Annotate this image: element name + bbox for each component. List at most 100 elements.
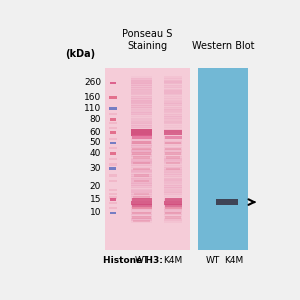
Bar xyxy=(164,203,182,206)
Bar xyxy=(131,129,152,136)
Bar xyxy=(132,216,151,218)
Text: (kDa): (kDa) xyxy=(65,49,95,59)
Bar xyxy=(164,85,182,88)
Bar xyxy=(132,212,151,214)
Bar xyxy=(131,119,152,123)
Bar xyxy=(165,204,182,207)
Bar xyxy=(131,147,152,150)
Bar xyxy=(165,212,181,214)
Bar xyxy=(131,143,152,146)
Text: 10: 10 xyxy=(90,208,101,217)
Bar xyxy=(166,156,180,158)
Text: 30: 30 xyxy=(90,164,101,173)
Bar xyxy=(131,87,152,90)
Bar xyxy=(165,136,182,139)
Bar xyxy=(164,105,182,108)
Bar xyxy=(131,169,152,172)
Bar xyxy=(164,198,182,201)
Bar xyxy=(131,132,152,135)
Bar xyxy=(109,174,116,177)
Bar xyxy=(109,122,116,124)
Bar xyxy=(164,136,182,139)
Bar xyxy=(164,216,182,219)
Bar xyxy=(164,143,182,146)
Bar xyxy=(164,172,182,175)
Bar xyxy=(131,103,152,106)
Text: WT: WT xyxy=(134,256,149,265)
Bar xyxy=(164,134,182,137)
Bar xyxy=(109,193,116,195)
Bar xyxy=(131,165,152,168)
Bar xyxy=(131,158,152,161)
Bar xyxy=(166,168,180,170)
Bar xyxy=(132,141,151,144)
Bar xyxy=(131,90,152,94)
Bar xyxy=(164,81,182,84)
Text: WT: WT xyxy=(206,256,220,265)
Bar xyxy=(164,174,182,177)
Text: 260: 260 xyxy=(84,78,101,87)
Text: 160: 160 xyxy=(84,93,101,102)
Bar xyxy=(164,116,182,119)
Bar xyxy=(164,88,182,92)
Bar xyxy=(164,103,182,106)
Bar xyxy=(164,138,182,141)
Bar xyxy=(131,140,152,142)
Bar xyxy=(132,148,151,150)
Bar xyxy=(133,196,150,199)
Bar xyxy=(164,125,182,128)
Bar xyxy=(164,141,182,144)
Bar xyxy=(131,150,152,154)
Bar xyxy=(134,174,149,177)
Bar xyxy=(131,176,152,179)
Bar xyxy=(131,189,152,192)
Text: 80: 80 xyxy=(90,115,101,124)
Bar xyxy=(131,100,152,103)
Bar xyxy=(131,96,152,99)
Bar xyxy=(131,192,152,195)
Bar xyxy=(131,179,152,182)
Bar xyxy=(131,154,152,157)
Bar xyxy=(164,130,182,135)
Bar xyxy=(164,170,182,173)
Bar xyxy=(131,218,152,221)
Bar xyxy=(165,142,181,144)
Bar xyxy=(164,218,182,221)
Bar xyxy=(131,207,152,210)
Bar xyxy=(109,138,116,140)
Bar xyxy=(131,183,152,186)
Bar xyxy=(131,105,152,108)
Bar xyxy=(131,198,152,202)
Bar xyxy=(131,141,152,144)
Bar xyxy=(164,179,182,182)
Bar xyxy=(164,214,182,217)
Bar xyxy=(164,158,182,161)
Bar xyxy=(131,116,152,119)
Bar xyxy=(164,114,182,117)
Bar xyxy=(164,87,182,90)
Bar xyxy=(109,180,116,182)
Bar xyxy=(131,196,152,199)
Bar xyxy=(131,163,152,166)
Text: 20: 20 xyxy=(90,182,101,191)
Bar xyxy=(109,164,116,166)
Bar xyxy=(109,147,116,149)
Bar xyxy=(131,136,152,139)
Bar xyxy=(131,187,152,190)
Bar xyxy=(165,148,181,150)
Bar xyxy=(164,190,182,194)
Bar xyxy=(133,156,150,158)
Bar xyxy=(164,78,182,81)
Bar xyxy=(131,92,152,95)
Bar xyxy=(164,119,182,123)
Bar xyxy=(164,132,182,135)
Bar xyxy=(164,212,182,215)
Bar xyxy=(164,183,182,186)
Text: 15: 15 xyxy=(90,195,101,204)
Bar xyxy=(110,198,116,201)
Bar xyxy=(164,219,182,223)
Bar xyxy=(164,112,182,115)
Bar xyxy=(164,90,182,94)
Bar xyxy=(131,85,152,88)
Bar xyxy=(131,83,152,86)
